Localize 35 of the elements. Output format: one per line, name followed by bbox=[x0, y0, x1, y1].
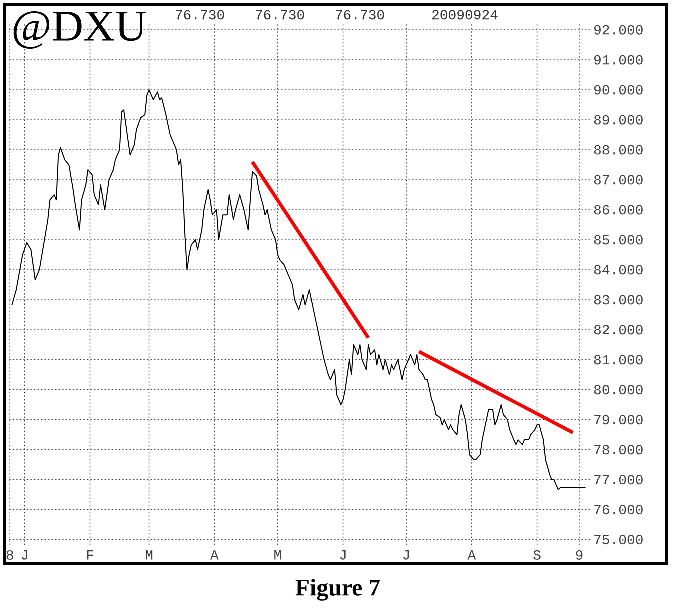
y-tick-label: 79.000 bbox=[594, 415, 643, 425]
x-tick-label: 8 bbox=[6, 550, 14, 560]
text: 76.730 bbox=[256, 10, 304, 20]
y-tick-label: 84.000 bbox=[594, 265, 643, 275]
y-tick-label: 83.000 bbox=[594, 295, 643, 305]
x-tick-label: A bbox=[210, 550, 219, 560]
y-tick-label: 82.000 bbox=[594, 325, 643, 335]
x-tick-label: A bbox=[468, 550, 476, 560]
y-tick-label: 92.000 bbox=[594, 25, 643, 35]
y-tick-label: 80.000 bbox=[594, 385, 643, 395]
x-tick-label: 9 bbox=[576, 550, 583, 560]
y-tick-label: 85.000 bbox=[594, 235, 643, 245]
x-tick-label: S bbox=[534, 550, 541, 560]
y-tick-label: 87.000 bbox=[594, 175, 643, 185]
x-tick-label: J bbox=[404, 550, 410, 560]
y-tick-label: 88.000 bbox=[594, 145, 643, 155]
x-tick-label: J bbox=[22, 550, 28, 560]
x-tick-label: F bbox=[87, 550, 94, 560]
y-tick-label: 75.000 bbox=[594, 535, 643, 545]
y-tick-label: 77.000 bbox=[594, 475, 643, 485]
y-tick-label: 90.000 bbox=[594, 85, 643, 95]
y-tick-label: 86.000 bbox=[594, 205, 643, 215]
y-tick-label: 91.000 bbox=[594, 55, 643, 65]
x-tick-label: J bbox=[340, 550, 346, 560]
y-tick-label: 78.000 bbox=[594, 445, 643, 455]
y-tick-label: 76.000 bbox=[594, 505, 643, 515]
text: 76.730 bbox=[336, 10, 384, 20]
chart-title: @DXU bbox=[14, 12, 146, 50]
caption: Figure 7 bbox=[296, 579, 380, 601]
x-tick-label: M bbox=[274, 550, 282, 560]
text: 20090924 bbox=[432, 10, 498, 20]
text: 76.730 bbox=[176, 10, 224, 20]
y-tick-label: 81.000 bbox=[594, 355, 643, 365]
y-tick-label: 89.000 bbox=[594, 115, 643, 125]
x-tick-label: M bbox=[146, 550, 153, 560]
